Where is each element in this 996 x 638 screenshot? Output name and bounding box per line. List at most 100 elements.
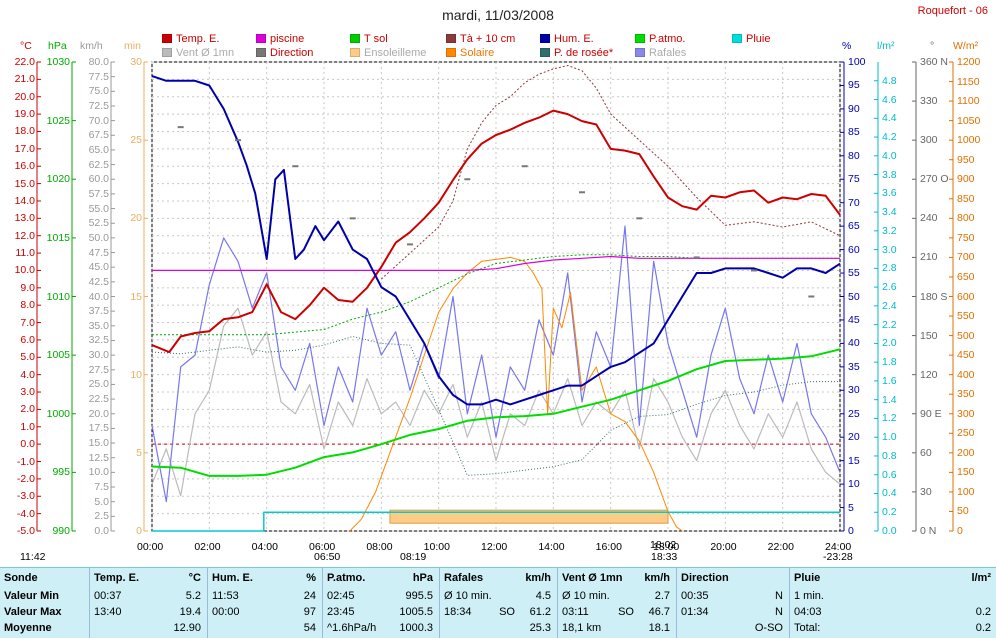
time-marker: 18:02 — [650, 539, 677, 551]
tick-label: 15.0 — [14, 177, 35, 190]
tick-label: 500 — [957, 329, 975, 342]
summary-cell: Vent Ø 1mn — [562, 572, 623, 584]
unit-label: l/m² — [877, 40, 895, 52]
tick-label: 2.6 — [882, 281, 897, 294]
tick-label: 12.0 — [14, 229, 35, 242]
tick-label: 360 N — [920, 56, 949, 68]
series-direction-point — [177, 126, 184, 129]
tick-label: 57.5 — [88, 187, 109, 200]
tick-label: 75 — [848, 173, 860, 186]
tick-label: 25.0 — [88, 378, 109, 391]
tick-label: 35.0 — [88, 319, 109, 332]
tick-label: 4.4 — [882, 112, 897, 125]
legend-item: Hum. E. — [540, 33, 594, 45]
summary-cell: 00:37 — [94, 590, 122, 602]
summary-cell: 2.7 — [654, 590, 670, 602]
tick-label: 900 — [957, 173, 975, 186]
summary-row: 03:11 46.7 SO — [562, 605, 670, 620]
summary-row: 18,1 km 18.1 — [562, 621, 670, 636]
summary-header: Rafales km/h — [444, 571, 551, 586]
tick-label: 4.2 — [882, 131, 897, 144]
tick-label: 50 — [957, 505, 969, 518]
summary-row: 12.90 — [94, 621, 201, 636]
summary-header: P.atmo. hPa — [327, 571, 433, 586]
x-tick-label: 16:00 — [595, 541, 622, 553]
tick-label: 40.0 — [88, 290, 109, 303]
tick-label: 0.2 — [882, 506, 897, 519]
tick-label: -2.0 — [16, 472, 35, 485]
tick-label: 75.0 — [88, 85, 109, 98]
x-tick-label: 04:00 — [251, 541, 278, 553]
summary-cell: 46.7 — [648, 606, 670, 618]
legend-swatch — [732, 34, 742, 43]
tick-label: 0 — [136, 525, 142, 537]
tick-label: 2.8 — [882, 262, 897, 275]
tick-label: 10 — [848, 478, 860, 491]
tick-label: 50 — [848, 290, 860, 303]
legend-swatch — [162, 34, 172, 43]
tick-label: 1.2 — [882, 412, 897, 425]
series-p-atmo — [151, 348, 841, 477]
tick-label: 1.0 — [20, 420, 35, 433]
legend-item: piscine — [256, 33, 304, 45]
tick-label: 52.5 — [88, 217, 109, 230]
summary-cell: Hum. E. — [212, 572, 253, 584]
summary-cell: 11:53 — [212, 590, 239, 602]
summary-cell: 1 min. — [794, 590, 824, 602]
tick-label: 0.0 — [20, 438, 35, 451]
tick-label: 100 — [957, 485, 975, 498]
summary-cell: Ø 10 min. — [562, 590, 610, 602]
tick-label: 47.5 — [88, 246, 109, 259]
sunshine-band — [389, 509, 669, 524]
tick-label: 5 — [136, 446, 142, 459]
tick-label: 1150 — [957, 75, 980, 88]
summary-column: Hum. E.% 11:53 24 00:00 97 54 — [208, 568, 323, 638]
legend-label: Direction — [270, 47, 314, 59]
x-tick-label: 24:00 — [825, 541, 852, 553]
summary-row: Moyenne — [4, 621, 83, 636]
legend-item: Tà + 10 cm — [446, 33, 515, 45]
time-marker: 06:50 — [314, 551, 341, 563]
summary-row: O-SO — [681, 621, 783, 636]
summary-cell: 02:45 — [327, 590, 355, 602]
legend-label: Tà + 10 cm — [460, 33, 516, 45]
x-tick-label: 10:00 — [423, 541, 450, 553]
legend-label: Pluie — [746, 33, 771, 45]
summary-cell: SO — [618, 606, 634, 618]
tick-label: 0.6 — [882, 468, 897, 481]
tick-label: 80.0 — [88, 56, 109, 68]
tick-label: 1020 — [46, 173, 70, 186]
tick-label: 85 — [848, 126, 860, 139]
x-tick-label: 08:00 — [366, 541, 393, 553]
tick-label: 5.0 — [20, 351, 35, 364]
legend-item: P. de rosée* — [540, 47, 613, 59]
summary-cell: 0.2 — [975, 606, 991, 618]
summary-cell: Rafales — [444, 572, 484, 584]
legend-label: P. de rosée* — [554, 47, 614, 59]
summary-cell: 12.90 — [173, 622, 201, 634]
tick-label: 10.0 — [14, 264, 35, 277]
summary-row: Ø 10 min. 4.5 — [444, 589, 551, 604]
summary-header: Hum. E.% — [212, 571, 316, 586]
series-p-de-ros-e — [151, 336, 840, 476]
tick-label: -1.0 — [16, 455, 35, 468]
series-rafales — [151, 225, 841, 503]
tick-label: 7.0 — [20, 316, 35, 329]
tick-label: 950 — [957, 153, 975, 166]
summary-cell: 18.1 — [648, 622, 670, 634]
time-marker: 11:42 — [20, 551, 46, 563]
legend-swatch — [162, 48, 172, 57]
summary-cell: 18,1 km — [562, 622, 602, 634]
tick-label: 95 — [848, 79, 860, 92]
summary-column: Rafales km/h Ø 10 min. 4.5 18:34 61.2 SO 25.3 — [440, 568, 558, 638]
tick-label: 1005 — [46, 349, 70, 362]
summary-row: Ø 10 min. 2.7 — [562, 589, 670, 604]
tick-label: 62.5 — [88, 158, 109, 171]
summary-cell: Pluie — [794, 572, 821, 584]
summary-cell: 00:35 — [681, 590, 709, 602]
tick-label: 150 — [920, 329, 938, 342]
summary-column: Sonde Valeur Min Valeur Max Moyenne — [0, 568, 90, 638]
tick-label: 19.0 — [14, 108, 35, 121]
summary-cell: km/h — [644, 572, 670, 584]
tick-label: 30 — [848, 384, 860, 397]
